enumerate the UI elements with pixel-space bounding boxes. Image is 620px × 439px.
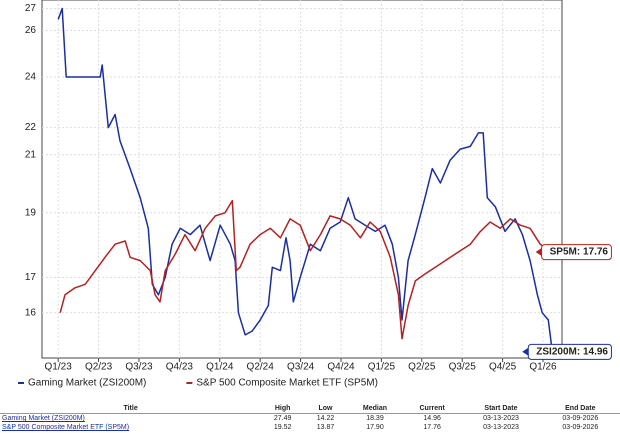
x-tick-label: Q2/23 — [85, 362, 113, 373]
legend-label: Gaming Market (ZSI200M) — [28, 378, 146, 389]
table-header: Title High Low Median Current Start Date End D… — [0, 404, 620, 414]
summary-table: Title High Low Median Current Start Date End D… — [0, 404, 620, 432]
table-link[interactable]: S&P 500 Composite Market ETF (SP5M) — [2, 424, 130, 431]
chart: 16 17 19 21 22 24 26 27 Q1/23 Q2/23 Q3/23 Q4/23 Q1/2… — [18, 0, 612, 389]
y-tick-label: 26 — [25, 25, 37, 36]
table-cell: 17.76 — [423, 424, 441, 431]
end-label-text: ZSI200M: 14.96 — [536, 346, 608, 357]
x-tick-label: Q3/23 — [125, 362, 153, 373]
table-header-cell: Current — [402, 404, 462, 414]
legend-label: S&P 500 Composite Market ETF (SP5M) — [196, 378, 378, 389]
table-cell: 03-09-2026 — [562, 415, 599, 422]
table-header-cell: Title — [0, 404, 262, 414]
end-label: SP5M: 17.76 — [535, 244, 612, 261]
series-line — [57, 7, 554, 352]
y-tick-label: 17 — [25, 272, 37, 283]
x-tick-label: Q4/24 — [327, 362, 355, 373]
table-header-cell: Start Date — [461, 404, 541, 414]
table-header-cell: Median — [346, 404, 403, 414]
end-label: ZSI200M: 14.96 — [522, 343, 612, 360]
end-label-arrow — [535, 248, 542, 257]
x-tick-label: Q1/23 — [45, 362, 73, 373]
x-tick-label: Q1/25 — [368, 362, 396, 373]
y-tick-label: 21 — [25, 149, 37, 160]
table-cell: 19.52 — [273, 424, 292, 431]
table-cell: 14.96 — [423, 415, 441, 422]
x-tick-label: Q4/23 — [166, 362, 194, 373]
x-tick-label: Q2/24 — [247, 362, 275, 373]
end-label-text: SP5M: 17.76 — [550, 247, 609, 258]
table-cell: 14.22 — [316, 415, 335, 422]
y-tick-label: 27 — [25, 3, 37, 14]
table-cell: 03-09-2026 — [562, 424, 599, 431]
table-row: Gaming Market (ZSI200M) 27.49 14.22 18.39 14… — [0, 414, 620, 424]
table-link[interactable]: Gaming Market (ZSI200M) — [2, 415, 85, 422]
table-cell: 17.90 — [366, 424, 384, 431]
plot-area — [41, 0, 563, 359]
end-label-arrow — [522, 347, 529, 356]
y-tick-label: 24 — [25, 72, 37, 83]
table-header-cell: End Date — [540, 404, 620, 414]
table-cell: 18.39 — [366, 415, 384, 422]
table-header-cell: Low — [304, 404, 347, 414]
table-row: S&P 500 Composite Market ETF (SP5M) 19.52… — [0, 423, 620, 432]
y-tick-label: 16 — [25, 307, 37, 318]
x-tick-label: Q3/25 — [449, 362, 477, 373]
x-tick-label: Q3/24 — [287, 362, 315, 373]
table-cell: 03-13-2023 — [483, 415, 519, 422]
table-cell: 13.87 — [316, 424, 335, 431]
table-cell: 27.49 — [273, 415, 292, 422]
y-tick-label: 22 — [25, 122, 37, 133]
series-line — [59, 199, 553, 340]
y-tick-label: 19 — [25, 207, 37, 218]
table-header-cell: High — [261, 404, 305, 414]
table-cell: 03-13-2023 — [483, 424, 519, 431]
x-tick-label: Q1/24 — [206, 362, 234, 373]
x-tick-label: Q2/25 — [408, 362, 436, 373]
x-tick-label: Q4/25 — [489, 362, 517, 373]
x-tick-label: Q1/26 — [529, 362, 557, 373]
